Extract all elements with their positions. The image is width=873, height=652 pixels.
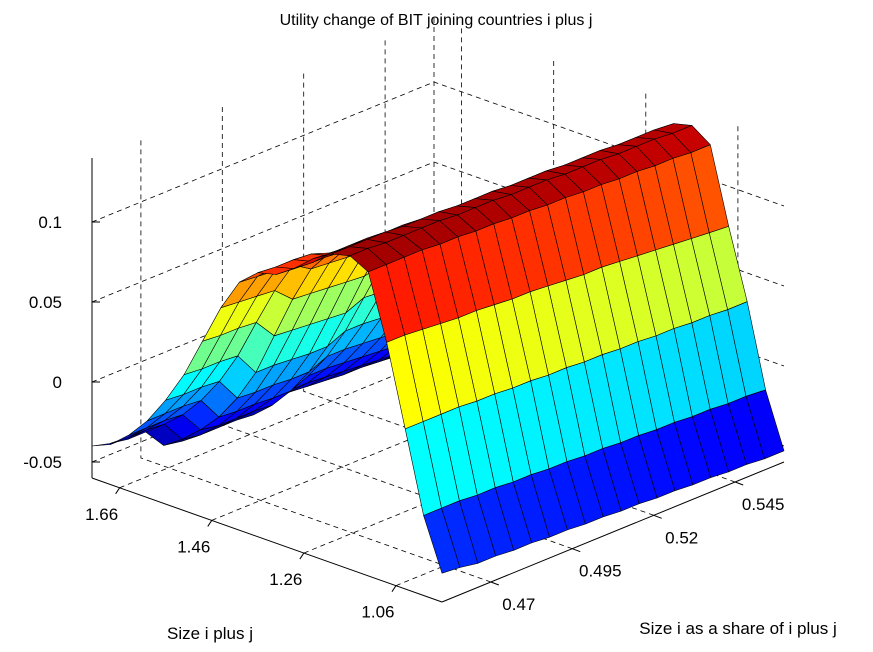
y-tick	[734, 481, 744, 486]
y-gridline	[303, 71, 654, 516]
y-tick	[572, 548, 581, 553]
y-axis-line	[441, 461, 785, 603]
y-tick-label: 0.47	[502, 595, 535, 614]
y-axis-label: Size i as a share of i plus j	[639, 619, 836, 638]
y-tick-label: 0.495	[579, 562, 622, 581]
y-tick-label: 0.52	[665, 528, 698, 547]
axes	[91, 158, 785, 603]
y-tick-label: 0.545	[742, 495, 785, 514]
x-tick-label: 1.26	[269, 570, 302, 589]
z-tick-label: 0	[53, 373, 62, 392]
x-tick	[115, 487, 121, 495]
x-tick-label: 1.66	[85, 505, 118, 524]
y-gridline	[140, 138, 492, 583]
x-tick-label: 1.06	[361, 603, 394, 622]
chart-title: Utility change of BIT joining countries …	[280, 12, 593, 29]
tick-labels: -0.05 0 0.05 0.1 1.66 1.46 1.26 1.06 0.47 0.495 0.…	[23, 213, 784, 622]
z-tick-label: 0.05	[29, 293, 62, 312]
x-tick	[299, 552, 305, 560]
z-tick-label: -0.05	[23, 453, 62, 472]
x-tick-label: 1.46	[177, 537, 210, 556]
x-axis-label: Size i plus j	[167, 624, 253, 643]
x-axis-line	[91, 477, 443, 603]
z-tick-label: 0.1	[38, 213, 62, 232]
surface-mesh	[91, 123, 785, 574]
y-tick	[490, 581, 500, 586]
y-tick	[653, 514, 662, 519]
surface-patch	[423, 507, 461, 574]
x-tick	[391, 585, 397, 592]
x-tick	[207, 520, 213, 527]
